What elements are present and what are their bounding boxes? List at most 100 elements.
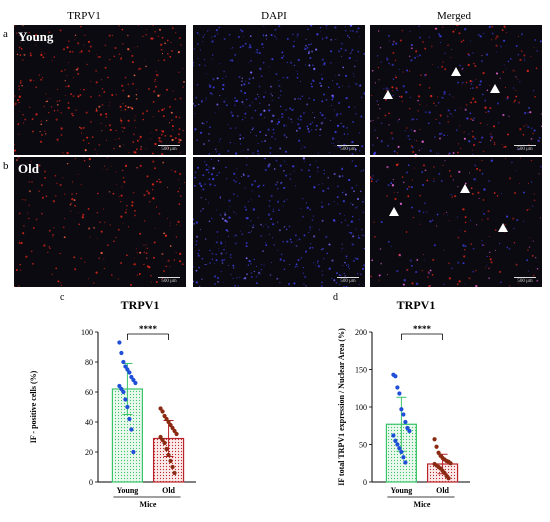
x-tick-label: Young [391, 486, 413, 495]
data-point [393, 438, 398, 443]
arrowhead-marker [451, 67, 461, 76]
data-point [399, 407, 404, 412]
data-point [129, 374, 134, 380]
column-title-merged: Merged [436, 10, 471, 22]
y-tick-label: 100 [355, 403, 367, 412]
micrograph-young-merged: 500 μm [370, 25, 542, 155]
data-point [127, 416, 132, 422]
data-point [162, 440, 167, 446]
data-point [407, 428, 412, 434]
significance-label: **** [139, 324, 158, 334]
y-tick-label: 0 [363, 478, 367, 487]
bar-young [385, 423, 417, 483]
y-axis-label: IF total TRPV1 expression / Nuclear Area… [337, 328, 346, 486]
data-point [164, 446, 169, 452]
y-tick-label: 0 [89, 478, 93, 487]
scale-bar: 500 μm [158, 277, 180, 284]
scale-bar: 500 μm [337, 277, 359, 284]
data-point [119, 386, 124, 392]
x-tick-label: Old [162, 486, 175, 495]
arrowhead-marker [498, 223, 508, 232]
data-point [123, 364, 128, 369]
data-point [160, 409, 165, 414]
data-point [121, 389, 126, 395]
y-tick-label: 80 [85, 358, 93, 367]
data-point [401, 412, 406, 417]
x-axis-label: Mice [140, 500, 157, 509]
data-point [119, 350, 124, 356]
data-point [172, 428, 177, 434]
data-point [117, 383, 122, 389]
data-point [403, 419, 408, 425]
y-tick-label: 200 [355, 328, 367, 337]
data-point [432, 437, 437, 442]
data-point [121, 359, 126, 365]
data-point [434, 444, 439, 449]
y-tick-label: 150 [355, 366, 367, 375]
data-point [172, 470, 177, 476]
micrograph-old-trpv1: Old 500 μm [14, 157, 186, 287]
row-label-old: Old [18, 161, 39, 176]
data-point [164, 416, 169, 422]
data-point [395, 442, 400, 447]
y-axis-label: IF - positive cells (%) [29, 370, 38, 443]
data-point [393, 374, 398, 379]
chart-title: TRPV1 [397, 298, 436, 312]
data-point [442, 470, 447, 476]
data-point [133, 380, 138, 386]
x-tick-label: Young [117, 486, 139, 495]
y-tick-label: 50 [359, 441, 367, 450]
data-point [131, 377, 136, 383]
arrowhead-marker [389, 207, 399, 216]
data-point [158, 434, 163, 440]
data-point [405, 425, 410, 431]
data-point [174, 431, 179, 437]
scale-bar: 500 μm [337, 145, 359, 152]
chart-title: TRPV1 [121, 298, 160, 312]
data-point [395, 385, 400, 390]
data-point [401, 455, 406, 460]
y-tick-label: 100 [81, 328, 93, 337]
x-tick-label: Old [436, 486, 449, 495]
data-point [448, 461, 453, 466]
data-point [403, 460, 408, 465]
data-point [391, 433, 396, 438]
micrograph-old-dapi: 500 μm [193, 157, 365, 287]
data-point [162, 413, 167, 419]
data-point [125, 367, 130, 372]
y-tick-label: 40 [85, 418, 93, 427]
micrograph-young-trpv1: Young 500 μm [14, 25, 186, 155]
arrowhead-marker [383, 90, 393, 99]
chart-panel-letter: d [333, 292, 338, 303]
y-tick-label: 60 [85, 388, 93, 397]
arrowhead-marker [460, 184, 470, 193]
data-point [129, 427, 134, 432]
significance-label: **** [413, 324, 432, 334]
column-title-dapi: DAPI [261, 10, 287, 22]
arrowhead-marker [490, 84, 500, 93]
scale-bar: 500 μm [514, 277, 536, 284]
x-axis-label: Mice [414, 500, 431, 509]
data-point [399, 449, 404, 455]
data-point [170, 425, 175, 431]
data-point [117, 340, 122, 345]
data-point [166, 419, 171, 425]
data-point [168, 458, 173, 464]
data-point [397, 446, 402, 451]
column-title-trpv1: TRPV1 [67, 10, 101, 22]
scale-bar: 500 μm [158, 145, 180, 152]
chart-panel-letter: c [60, 292, 65, 303]
row-label-young: Young [18, 29, 54, 44]
data-point [446, 476, 451, 481]
scale-bar: 500 μm [514, 145, 536, 152]
data-point [131, 449, 136, 455]
micrograph-old-merged: 500 μm [370, 157, 542, 287]
row-letter-a: a [3, 28, 8, 40]
data-point [160, 437, 165, 443]
data-point [166, 452, 171, 458]
data-point [397, 391, 402, 396]
data-point [158, 406, 163, 411]
data-point [123, 397, 128, 402]
data-point [168, 422, 173, 428]
data-point [170, 464, 175, 470]
